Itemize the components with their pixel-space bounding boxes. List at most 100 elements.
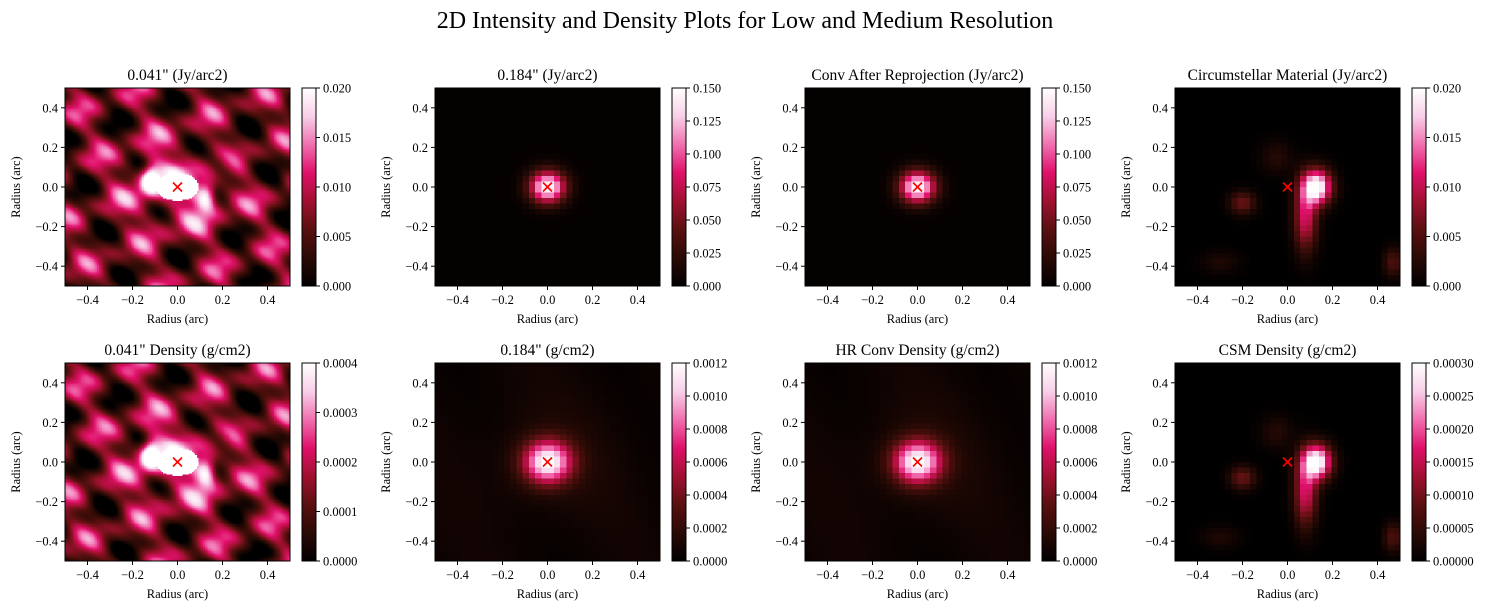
x-tick-label: −0.2 (1231, 293, 1254, 307)
y-tick-label: 0.0 (412, 456, 428, 470)
colorbar-tick-label: 0.010 (1433, 181, 1461, 195)
colorbar-tick-label: 0.025 (693, 247, 721, 261)
colorbar-tick-label: 0.0004 (323, 357, 358, 371)
colorbar-tick-label: 0.100 (1063, 148, 1091, 162)
x-axis-label: Radius (arc) (1257, 587, 1318, 601)
y-tick-label: −0.2 (405, 220, 428, 234)
center-marker (1282, 181, 1293, 193)
center-marker (542, 456, 553, 468)
x-tick-label: 0.0 (1280, 293, 1296, 307)
figure-title: 2D Intensity and Density Plots for Low a… (437, 8, 1054, 34)
x-tick-label: −0.4 (76, 568, 99, 582)
colorbar-tick-label: 0.0010 (1063, 390, 1097, 404)
panel-2: −0.4 −0.2 0.0 0.2 0.4 0.4 0.2 0.0 −0.2 −0.4 0.184"… (379, 67, 721, 326)
colorbar-tick-label: 0.020 (1433, 82, 1461, 96)
y-axis-label: Radius (arc) (9, 431, 23, 492)
colorbar-tick-label: 0.00010 (1433, 489, 1474, 503)
y-tick-label: 0.0 (1152, 456, 1168, 470)
panel-8: −0.4 −0.2 0.0 0.2 0.4 0.4 0.2 0.0 −0.2 −0.4 CSM De… (1119, 342, 1474, 601)
x-tick-label: 0.4 (630, 293, 646, 307)
colorbar-tick-label: 0.0000 (1063, 555, 1097, 569)
colorbar-tick-label: 0.00030 (1433, 357, 1474, 371)
y-axis-label: Radius (arc) (9, 156, 23, 217)
y-axis-label: Radius (arc) (749, 156, 763, 217)
x-axis-label: Radius (arc) (147, 587, 208, 601)
colorbar (1041, 87, 1057, 287)
colorbar-tick-label: 0.000 (693, 280, 721, 294)
y-tick-label: 0.2 (42, 416, 58, 430)
x-axis-label: Radius (arc) (887, 587, 948, 601)
colorbar (671, 87, 687, 287)
x-tick-label: −0.4 (446, 568, 469, 582)
center-marker (172, 456, 183, 468)
colorbar (301, 362, 317, 562)
y-tick-label: −0.4 (775, 535, 798, 549)
colorbar-tick-label: 0.0000 (693, 555, 727, 569)
y-tick-label: 0.4 (42, 376, 58, 390)
panel-title: Circumstellar Material (Jy/arc2) (1188, 67, 1388, 84)
colorbar-tick-label: 0.0002 (1063, 522, 1097, 536)
panel-3: −0.4 −0.2 0.0 0.2 0.4 0.4 0.2 0.0 −0.2 −0.4 Conv A… (749, 67, 1091, 326)
colorbar-tick-label: 0.050 (693, 214, 721, 228)
colorbar-tick-label: 0.00000 (1433, 555, 1474, 569)
y-tick-label: 0.0 (1152, 181, 1168, 195)
panel-title: 0.041" Density (g/cm2) (104, 342, 250, 359)
colorbar-tick-label: 0.125 (693, 115, 721, 129)
colorbar-tick-label: 0.015 (1433, 131, 1461, 145)
x-tick-label: 0.2 (955, 568, 971, 582)
panel-6: −0.4 −0.2 0.0 0.2 0.4 0.4 0.2 0.0 −0.2 −0.4 0.184"… (379, 342, 728, 601)
x-tick-label: −0.4 (446, 293, 469, 307)
colorbar-tick-label: 0.005 (1433, 230, 1461, 244)
x-tick-label: 0.0 (540, 568, 556, 582)
colorbar-tick-label: 0.100 (693, 148, 721, 162)
colorbar-tick-label: 0.0000 (323, 555, 357, 569)
x-tick-label: −0.2 (1231, 568, 1254, 582)
y-tick-label: 0.4 (782, 376, 798, 390)
panel-title: 0.184" (Jy/arc2) (497, 67, 597, 84)
center-marker (172, 181, 183, 193)
x-tick-label: 0.2 (585, 293, 601, 307)
x-tick-label: 0.0 (1280, 568, 1296, 582)
y-tick-label: 0.0 (782, 181, 798, 195)
colorbar-tick-label: 0.0003 (323, 406, 357, 420)
colorbar-tick-label: 0.0002 (323, 456, 357, 470)
y-axis-label: Radius (arc) (379, 431, 393, 492)
y-tick-label: −0.2 (405, 495, 428, 509)
colorbar-tick-label: 0.00020 (1433, 423, 1474, 437)
colorbar-tick-label: 0.000 (1433, 280, 1461, 294)
x-tick-label: 0.4 (1000, 293, 1016, 307)
y-axis-label: Radius (arc) (379, 156, 393, 217)
colorbar-tick-label: 0.010 (323, 181, 351, 195)
y-axis-label: Radius (arc) (749, 431, 763, 492)
colorbar (1411, 87, 1427, 287)
y-tick-label: 0.0 (42, 181, 58, 195)
colorbar-tick-label: 0.000 (323, 280, 351, 294)
colorbar-tick-label: 0.020 (323, 82, 351, 96)
y-tick-label: 0.2 (1152, 416, 1168, 430)
x-tick-label: 0.2 (585, 568, 601, 582)
x-axis-label: Radius (arc) (517, 587, 578, 601)
x-tick-label: −0.2 (491, 293, 514, 307)
colorbar-tick-label: 0.150 (693, 82, 721, 96)
panel-7: −0.4 −0.2 0.0 0.2 0.4 0.4 0.2 0.0 −0.2 −0.4 HR Con… (749, 342, 1098, 601)
x-tick-label: −0.4 (1186, 293, 1209, 307)
y-tick-label: −0.2 (775, 220, 798, 234)
x-tick-label: −0.2 (861, 568, 884, 582)
x-axis-label: Radius (arc) (517, 312, 578, 326)
x-tick-label: 0.4 (260, 568, 276, 582)
colorbar-tick-label: 0.0002 (693, 522, 727, 536)
panel-4: −0.4 −0.2 0.0 0.2 0.4 0.4 0.2 0.0 −0.2 −0.4 Circum… (1119, 67, 1461, 326)
colorbar-tick-label: 0.050 (1063, 214, 1091, 228)
x-tick-label: 0.0 (910, 293, 926, 307)
colorbar-tick-label: 0.00025 (1433, 390, 1474, 404)
x-tick-label: 0.0 (910, 568, 926, 582)
x-tick-label: 0.4 (1370, 293, 1386, 307)
center-marker (912, 456, 923, 468)
colorbar-tick-label: 0.075 (1063, 181, 1091, 195)
y-tick-label: 0.4 (1152, 101, 1168, 115)
y-tick-label: 0.2 (412, 416, 428, 430)
colorbar-tick-label: 0.005 (323, 230, 351, 244)
y-tick-label: −0.2 (1145, 495, 1168, 509)
y-tick-label: −0.4 (775, 260, 798, 274)
